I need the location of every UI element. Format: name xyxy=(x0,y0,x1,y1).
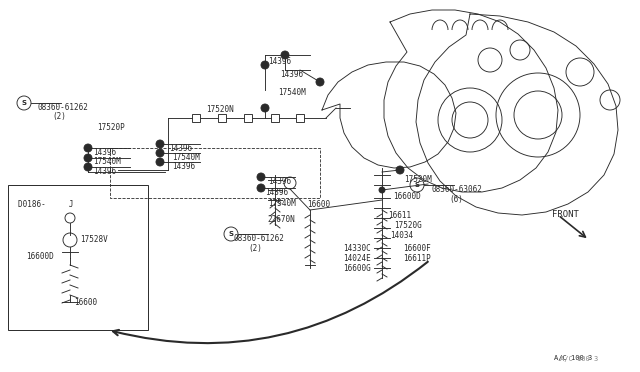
Text: 17520M: 17520M xyxy=(404,175,432,184)
Bar xyxy=(218,114,226,122)
Circle shape xyxy=(156,149,164,157)
Text: 17520P: 17520P xyxy=(97,123,125,132)
Text: 16600: 16600 xyxy=(307,200,330,209)
Text: (2): (2) xyxy=(52,112,66,121)
Text: 17540M: 17540M xyxy=(93,157,121,166)
Text: 14330C: 14330C xyxy=(343,244,371,253)
Text: 16600: 16600 xyxy=(74,298,97,307)
Text: 14396: 14396 xyxy=(172,162,195,171)
Text: 22670N: 22670N xyxy=(267,215,295,224)
Text: S: S xyxy=(415,182,419,188)
Text: 08360-61262: 08360-61262 xyxy=(233,234,284,243)
Text: 14396: 14396 xyxy=(93,148,116,157)
Text: S: S xyxy=(22,100,26,106)
Circle shape xyxy=(156,140,164,148)
Text: A/C 100 3: A/C 100 3 xyxy=(560,356,598,362)
Text: FRONT: FRONT xyxy=(552,210,579,219)
Circle shape xyxy=(257,184,265,192)
Circle shape xyxy=(316,78,324,86)
Circle shape xyxy=(257,173,265,181)
Text: 16600F: 16600F xyxy=(403,244,431,253)
Text: 16611P: 16611P xyxy=(403,254,431,263)
Text: 16611: 16611 xyxy=(388,211,411,220)
Text: 17520G: 17520G xyxy=(394,221,422,230)
Text: 17540M: 17540M xyxy=(172,153,200,162)
Bar xyxy=(244,114,252,122)
Bar xyxy=(110,148,320,198)
Text: 16600G: 16600G xyxy=(343,264,371,273)
Text: 16600D: 16600D xyxy=(26,252,54,261)
Circle shape xyxy=(379,187,385,193)
Bar xyxy=(296,114,304,122)
Text: (2): (2) xyxy=(248,244,262,253)
Text: A/C 100 3: A/C 100 3 xyxy=(554,355,592,361)
Text: (6): (6) xyxy=(449,195,463,204)
Circle shape xyxy=(156,158,164,166)
Circle shape xyxy=(84,163,92,171)
Text: 17520N: 17520N xyxy=(206,105,234,114)
Bar xyxy=(192,114,200,122)
Circle shape xyxy=(281,51,289,59)
Text: 08360-61262: 08360-61262 xyxy=(37,103,88,112)
Text: S: S xyxy=(228,231,234,237)
Text: 17540M: 17540M xyxy=(268,199,296,208)
Text: 14024E: 14024E xyxy=(343,254,371,263)
Text: 14396: 14396 xyxy=(169,144,192,153)
Text: 16600D: 16600D xyxy=(393,192,420,201)
Circle shape xyxy=(84,144,92,152)
Text: 14396: 14396 xyxy=(265,188,288,197)
Circle shape xyxy=(396,166,404,174)
Text: 14396: 14396 xyxy=(280,70,303,79)
Text: 17528V: 17528V xyxy=(80,235,108,244)
Circle shape xyxy=(261,104,269,112)
Bar xyxy=(8,185,148,330)
Text: 14396: 14396 xyxy=(268,177,291,186)
Circle shape xyxy=(84,154,92,162)
Text: 14396: 14396 xyxy=(268,57,291,66)
Text: 17540M: 17540M xyxy=(278,88,306,97)
Bar xyxy=(271,114,279,122)
Text: 14034: 14034 xyxy=(390,231,413,240)
Text: 14396: 14396 xyxy=(93,167,116,176)
Circle shape xyxy=(261,61,269,69)
Text: D0186-     J: D0186- J xyxy=(18,200,74,209)
Text: 08360-63062: 08360-63062 xyxy=(432,185,483,194)
